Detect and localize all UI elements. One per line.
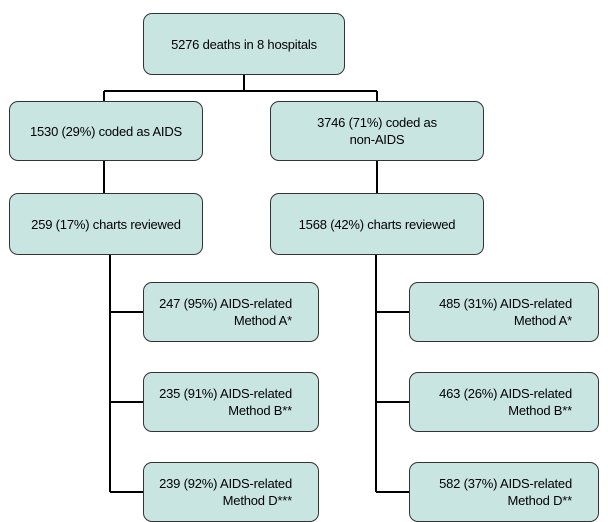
- box-label: 3746 (71%) coded as: [317, 115, 437, 130]
- box-total-deaths: 5276 deaths in 8 hospitals: [143, 13, 345, 75]
- box-method: Method D**: [507, 493, 573, 508]
- box-non-aids-method-d: 582 (37%) AIDS-related Method D**: [409, 462, 599, 522]
- box-label: 247 (95%) AIDS-related: [159, 296, 292, 311]
- box-label: 239 (92%) AIDS-related: [159, 476, 292, 491]
- box-label: 1530 (29%) coded as AIDS: [29, 123, 183, 139]
- box-coded-non-aids: 3746 (71%) coded as non-AIDS: [270, 101, 484, 161]
- box-aids-method-b: 235 (91%) AIDS-related Method B**: [143, 372, 319, 432]
- box-non-aids-charts-reviewed: 1568 (42%) charts reviewed: [270, 193, 484, 255]
- box-label: 1568 (42%) charts reviewed: [298, 216, 456, 232]
- box-label: 485 (31%) AIDS-related: [439, 296, 572, 311]
- box-coded-aids: 1530 (29%) coded as AIDS: [9, 101, 203, 161]
- box-method: Method B**: [508, 403, 572, 418]
- box-label: 259 (17%) charts reviewed: [31, 216, 181, 232]
- box-method: Method D***: [222, 493, 293, 508]
- box-non-aids-method-b: 463 (26%) AIDS-related Method B**: [409, 372, 599, 432]
- box-label: 582 (37%) AIDS-related: [439, 476, 572, 491]
- box-method: Method B**: [228, 403, 292, 418]
- box-non-aids-method-a: 485 (31%) AIDS-related Method A*: [409, 282, 599, 342]
- box-label: non-AIDS: [349, 132, 405, 147]
- box-label: 5276 deaths in 8 hospitals: [171, 36, 317, 52]
- box-method: Method A*: [233, 313, 292, 328]
- box-method: Method A*: [513, 313, 572, 328]
- box-label: 235 (91%) AIDS-related: [159, 386, 292, 401]
- box-aids-method-a: 247 (95%) AIDS-related Method A*: [143, 282, 319, 342]
- box-aids-method-d: 239 (92%) AIDS-related Method D***: [143, 462, 319, 522]
- box-label: 463 (26%) AIDS-related: [439, 386, 572, 401]
- box-aids-charts-reviewed: 259 (17%) charts reviewed: [9, 193, 203, 255]
